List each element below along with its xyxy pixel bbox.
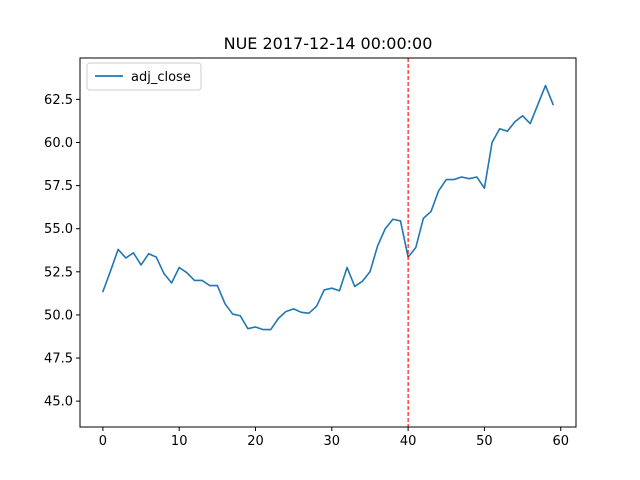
y-tick-label: 47.5 [44,352,73,367]
y-tick-label: 50.0 [44,308,73,323]
y-tick-label: 62.5 [44,93,73,108]
x-tick-label: 50 [476,434,493,449]
legend-label-adj-close: adj_close [131,70,191,85]
axes: 0 10 20 30 40 50 60 45.0 47.5 50.0 52.5 55.0 57.5 60.… [44,57,577,449]
x-tick-label: 60 [552,434,569,449]
x-tick-label: 30 [324,434,341,449]
y-tick-label: 45.0 [44,395,73,410]
y-tick-label: 57.5 [44,179,73,194]
axes-frame [79,57,577,428]
y-tick-label: 55.0 [44,222,73,237]
y-tick-label: 60.0 [44,136,73,151]
plot-area [102,58,554,427]
chart-title: NUE 2017-12-14 00:00:00 [224,34,433,53]
y-tick-label: 52.5 [44,265,73,280]
series-line-adj-close [102,84,554,331]
legend-box [86,62,202,91]
x-tick-label: 20 [247,434,264,449]
legend: adj_close [86,62,202,91]
x-tick-label: 40 [400,434,417,449]
x-tick-label: 10 [171,434,188,449]
x-tick-label: 0 [99,434,107,449]
